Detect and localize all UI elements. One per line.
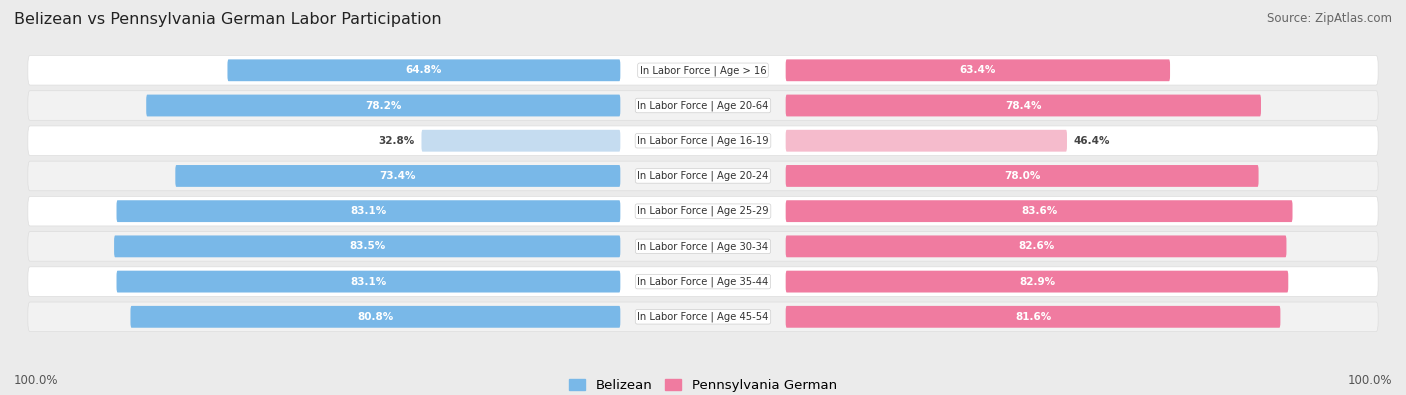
Text: In Labor Force | Age 20-64: In Labor Force | Age 20-64: [637, 100, 769, 111]
Text: 82.6%: 82.6%: [1018, 241, 1054, 251]
FancyBboxPatch shape: [117, 200, 620, 222]
Text: 78.4%: 78.4%: [1005, 100, 1042, 111]
FancyBboxPatch shape: [28, 196, 1378, 226]
Text: 78.2%: 78.2%: [366, 100, 402, 111]
FancyBboxPatch shape: [786, 200, 1292, 222]
Text: In Labor Force | Age 30-34: In Labor Force | Age 30-34: [637, 241, 769, 252]
FancyBboxPatch shape: [786, 59, 1170, 81]
FancyBboxPatch shape: [422, 130, 620, 152]
Text: 100.0%: 100.0%: [14, 374, 59, 387]
Text: 83.1%: 83.1%: [350, 276, 387, 287]
Text: In Labor Force | Age 35-44: In Labor Force | Age 35-44: [637, 276, 769, 287]
FancyBboxPatch shape: [28, 231, 1378, 261]
Text: 46.4%: 46.4%: [1074, 136, 1111, 146]
FancyBboxPatch shape: [28, 91, 1378, 120]
Text: 73.4%: 73.4%: [380, 171, 416, 181]
FancyBboxPatch shape: [176, 165, 620, 187]
Text: 81.6%: 81.6%: [1015, 312, 1052, 322]
FancyBboxPatch shape: [786, 235, 1286, 257]
Legend: Belizean, Pennsylvania German: Belizean, Pennsylvania German: [564, 374, 842, 395]
FancyBboxPatch shape: [28, 302, 1378, 331]
Text: 64.8%: 64.8%: [406, 65, 441, 75]
FancyBboxPatch shape: [786, 165, 1258, 187]
Text: In Labor Force | Age > 16: In Labor Force | Age > 16: [640, 65, 766, 75]
Text: In Labor Force | Age 20-24: In Labor Force | Age 20-24: [637, 171, 769, 181]
Text: 63.4%: 63.4%: [960, 65, 995, 75]
FancyBboxPatch shape: [117, 271, 620, 293]
Text: 83.6%: 83.6%: [1021, 206, 1057, 216]
Text: Source: ZipAtlas.com: Source: ZipAtlas.com: [1267, 12, 1392, 25]
Text: Belizean vs Pennsylvania German Labor Participation: Belizean vs Pennsylvania German Labor Pa…: [14, 12, 441, 27]
Text: 32.8%: 32.8%: [378, 136, 415, 146]
FancyBboxPatch shape: [28, 56, 1378, 85]
Text: 78.0%: 78.0%: [1004, 171, 1040, 181]
Text: 82.9%: 82.9%: [1019, 276, 1054, 287]
Text: In Labor Force | Age 45-54: In Labor Force | Age 45-54: [637, 312, 769, 322]
FancyBboxPatch shape: [114, 235, 620, 257]
Text: 80.8%: 80.8%: [357, 312, 394, 322]
Text: 83.5%: 83.5%: [349, 241, 385, 251]
FancyBboxPatch shape: [28, 126, 1378, 156]
FancyBboxPatch shape: [131, 306, 620, 328]
FancyBboxPatch shape: [786, 130, 1067, 152]
Text: In Labor Force | Age 25-29: In Labor Force | Age 25-29: [637, 206, 769, 216]
FancyBboxPatch shape: [786, 94, 1261, 117]
FancyBboxPatch shape: [786, 306, 1281, 328]
Text: In Labor Force | Age 16-19: In Labor Force | Age 16-19: [637, 135, 769, 146]
FancyBboxPatch shape: [28, 161, 1378, 191]
FancyBboxPatch shape: [28, 267, 1378, 296]
FancyBboxPatch shape: [228, 59, 620, 81]
Text: 100.0%: 100.0%: [1347, 374, 1392, 387]
Text: 83.1%: 83.1%: [350, 206, 387, 216]
FancyBboxPatch shape: [146, 94, 620, 117]
FancyBboxPatch shape: [786, 271, 1288, 293]
